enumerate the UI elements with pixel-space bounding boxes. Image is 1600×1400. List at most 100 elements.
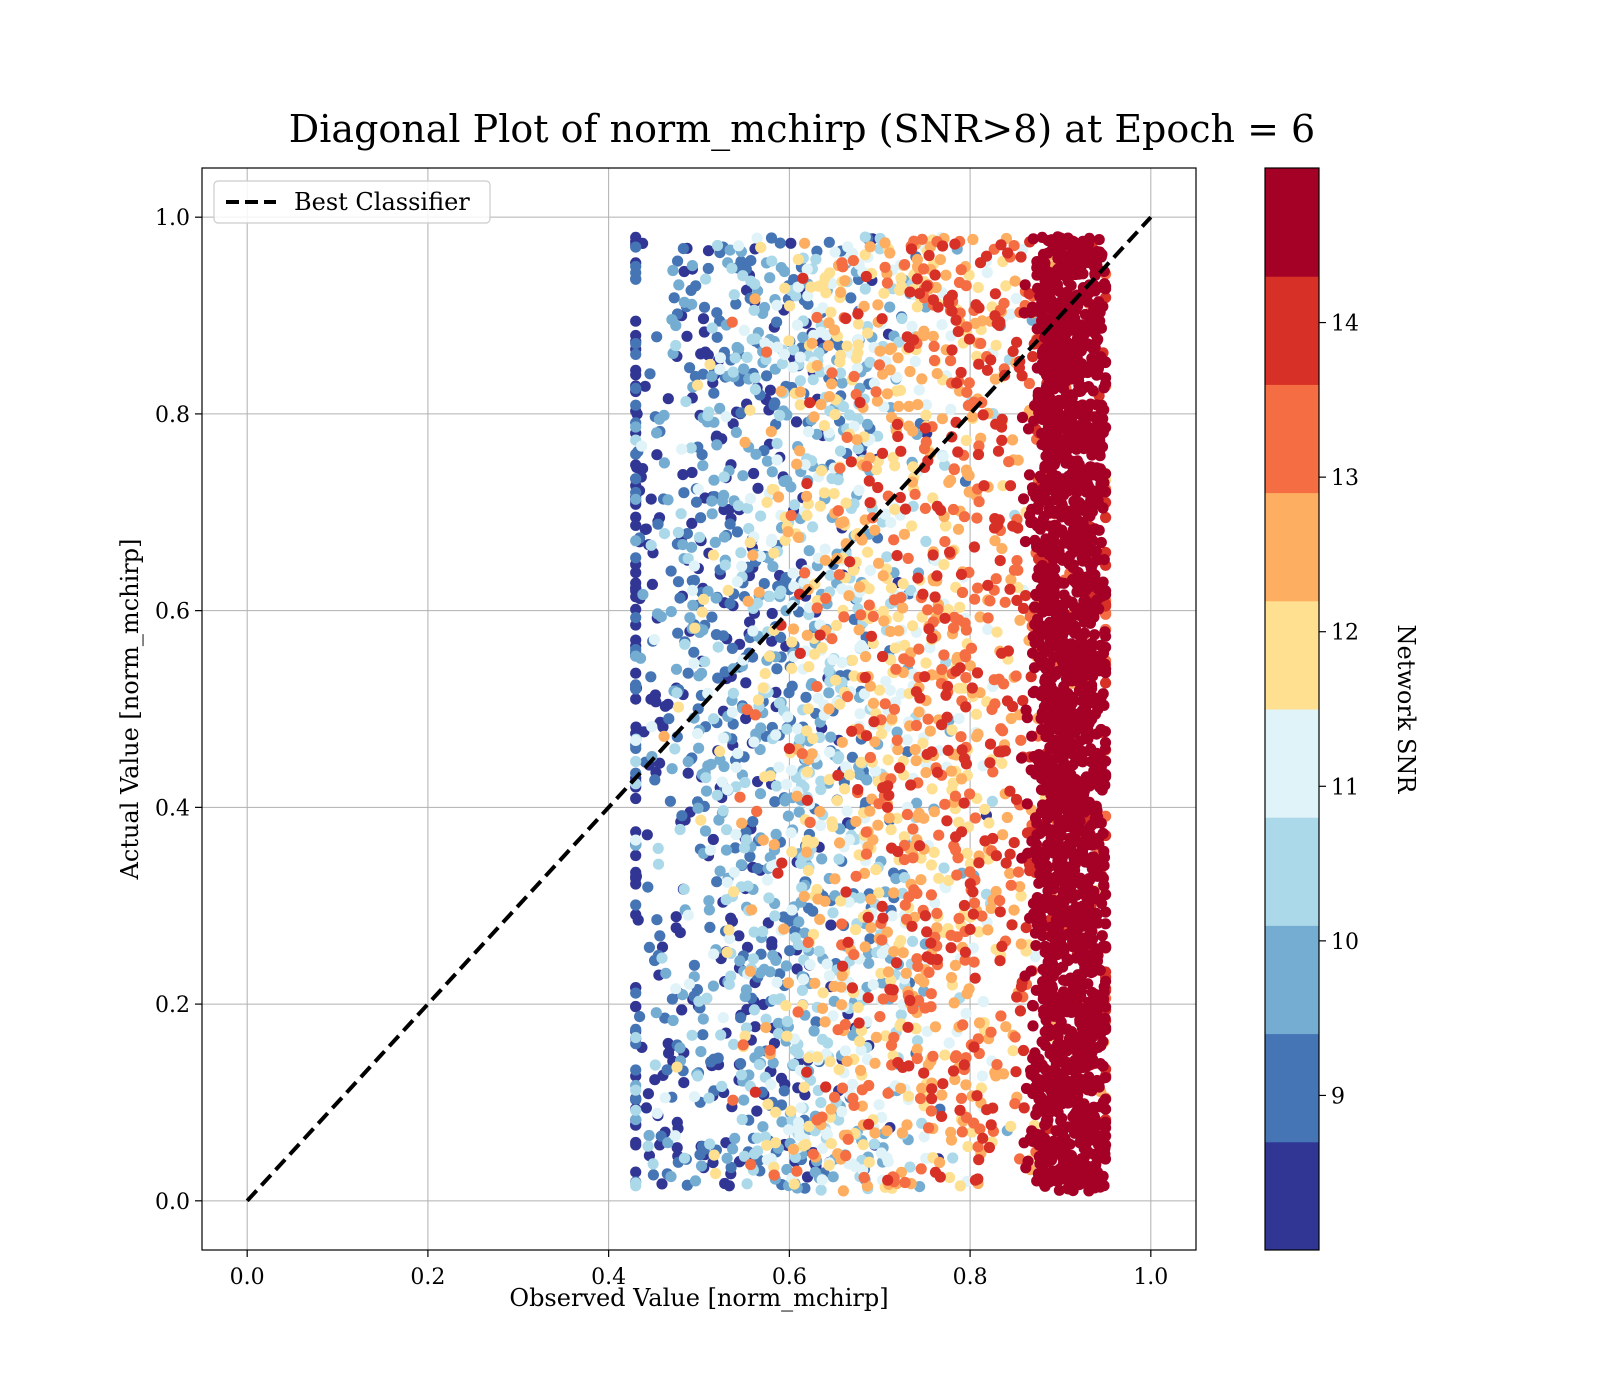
scatter-point <box>728 866 740 878</box>
scatter-point <box>855 1044 867 1056</box>
scatter-point <box>1016 752 1028 764</box>
scatter-point <box>727 1094 739 1106</box>
scatter-point <box>791 319 804 331</box>
scatter-point <box>760 1013 772 1025</box>
scatter-point <box>690 496 703 508</box>
scatter-point <box>938 559 950 571</box>
scatter-point <box>843 769 856 781</box>
scatter-point <box>717 1012 729 1024</box>
scatter-point <box>693 742 705 754</box>
scatter-point <box>972 1141 984 1153</box>
scatter-point <box>751 863 764 875</box>
scatter-point <box>929 591 941 603</box>
scatter-point <box>801 834 814 846</box>
scatter-point <box>869 736 881 748</box>
scatter-point <box>690 280 702 292</box>
scatter-point <box>651 1107 663 1119</box>
scatter-point <box>834 698 846 710</box>
scatter-point <box>917 737 929 749</box>
scatter-point <box>1010 793 1023 806</box>
scatter-point <box>819 895 831 907</box>
scatter-point <box>725 970 737 982</box>
scatter-point <box>642 881 654 893</box>
scatter-point <box>931 500 943 512</box>
scatter-point <box>724 244 736 256</box>
scatter-point <box>1050 835 1062 848</box>
scatter-point <box>870 1031 883 1043</box>
scatter-point <box>682 667 694 679</box>
scatter-point <box>1100 421 1112 434</box>
scatter-point <box>848 564 860 577</box>
scatter-point <box>1011 991 1023 1003</box>
scatter-point <box>765 426 777 438</box>
scatter-point <box>816 1033 829 1045</box>
scatter-point <box>759 1131 771 1143</box>
scatter-point <box>902 1021 914 1033</box>
scatter-point <box>772 1017 785 1029</box>
scatter-point <box>764 590 776 603</box>
scatter-point <box>920 409 932 421</box>
scatter-point <box>913 706 925 718</box>
scatter-point <box>771 663 783 675</box>
scatter-point <box>630 603 642 616</box>
scatter-point <box>911 1043 923 1055</box>
scatter-point <box>630 535 642 547</box>
scatter-point <box>1091 254 1103 266</box>
scatter-point <box>837 960 849 972</box>
scatter-point <box>1005 879 1017 891</box>
scatter-point <box>1021 798 1033 810</box>
scatter-point <box>868 716 880 728</box>
scatter-point <box>762 1098 774 1110</box>
scatter-point <box>942 604 954 616</box>
scatter-point <box>663 713 675 725</box>
scatter-point <box>767 1057 779 1069</box>
scatter-point <box>960 1079 972 1091</box>
scatter-point <box>757 1121 769 1133</box>
scatter-point <box>969 593 981 605</box>
scatter-point <box>1099 626 1111 638</box>
scatter-point <box>873 798 885 810</box>
scatter-point <box>1037 875 1049 887</box>
scatter-point <box>926 1093 938 1105</box>
scatter-point <box>1093 234 1105 246</box>
scatter-point <box>982 612 994 624</box>
scatter-point <box>1091 399 1103 411</box>
scatter-point <box>823 703 835 715</box>
scatter-point <box>864 497 876 509</box>
scatter-point <box>779 534 791 547</box>
scatter-point <box>766 607 778 620</box>
scatter-point <box>630 792 642 805</box>
scatter-point <box>889 642 901 654</box>
scatter-point <box>708 948 720 960</box>
scatter-point <box>770 828 782 841</box>
scatter-point <box>1097 647 1110 659</box>
scatter-point <box>816 853 828 865</box>
scatter-point <box>724 518 736 530</box>
scatter-point <box>995 1010 1007 1022</box>
scatter-point <box>787 567 799 579</box>
scatter-point <box>924 725 936 737</box>
scatter-point <box>749 293 761 305</box>
scatter-point <box>841 431 853 443</box>
scatter-point <box>928 846 940 859</box>
scatter-point <box>736 1113 748 1126</box>
scatter-point <box>786 846 798 858</box>
scatter-point <box>774 968 786 980</box>
scatter-point <box>879 237 891 249</box>
scatter-point <box>1090 907 1102 920</box>
scatter-point <box>902 1090 915 1102</box>
scatter-point <box>862 327 874 339</box>
scatter-point <box>648 634 661 646</box>
scatter-point <box>977 409 989 421</box>
scatter-point <box>923 1122 935 1134</box>
scatter-point <box>782 810 795 822</box>
scatter-point <box>824 569 836 581</box>
scatter-point <box>881 801 894 813</box>
scatter-point <box>847 1092 859 1104</box>
scatter-point <box>874 1011 886 1023</box>
scatter-point <box>642 1140 654 1152</box>
scatter-point <box>1029 927 1042 939</box>
scatter-point <box>668 292 680 304</box>
scatter-point <box>815 783 827 796</box>
scatter-point <box>763 650 776 662</box>
